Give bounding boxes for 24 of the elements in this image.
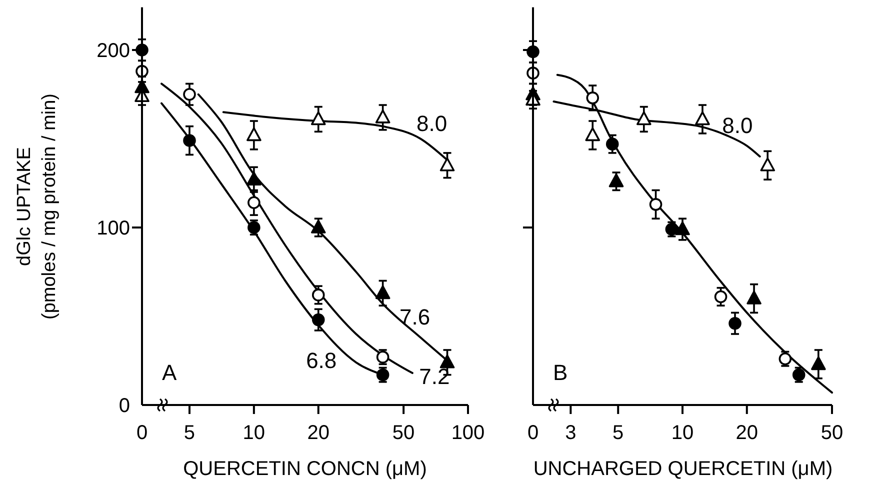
annotation: A (162, 360, 177, 385)
x-tick-label: 10 (671, 422, 694, 444)
x-tick-label: 0 (136, 422, 148, 444)
annotation: B (553, 360, 568, 385)
annotation: 8.0 (416, 111, 448, 136)
x-tick-label: 20 (736, 422, 758, 444)
x-axis-title: UNCHARGED QUERCETIN (μM) (533, 458, 833, 480)
annotation: 6.8 (306, 348, 337, 373)
annotation: 7.6 (400, 304, 430, 330)
y-tick-label: 0 (118, 395, 130, 417)
x-tick-label: 5 (184, 422, 196, 444)
x-tick-label: 10 (242, 422, 266, 444)
x-tick-label: 0 (527, 422, 539, 444)
x-tick-label: 50 (392, 422, 415, 444)
x-tick-label: 20 (307, 422, 330, 444)
y-tick-label: 100 (96, 218, 130, 240)
y-tick-label: 200 (96, 40, 130, 62)
x-tick-label: 5 (612, 422, 624, 444)
x-tick-label: 100 (451, 422, 485, 444)
x-axis-title: QUERCETIN CONCN (μM) (183, 458, 427, 480)
y-axis-title: dGlc UPTAKE (pmoles / mg protein / min) (14, 94, 60, 320)
x-tick-label: 50 (820, 422, 844, 444)
annotation: 8.0 (722, 113, 753, 138)
x-tick-label: 3 (565, 422, 576, 444)
